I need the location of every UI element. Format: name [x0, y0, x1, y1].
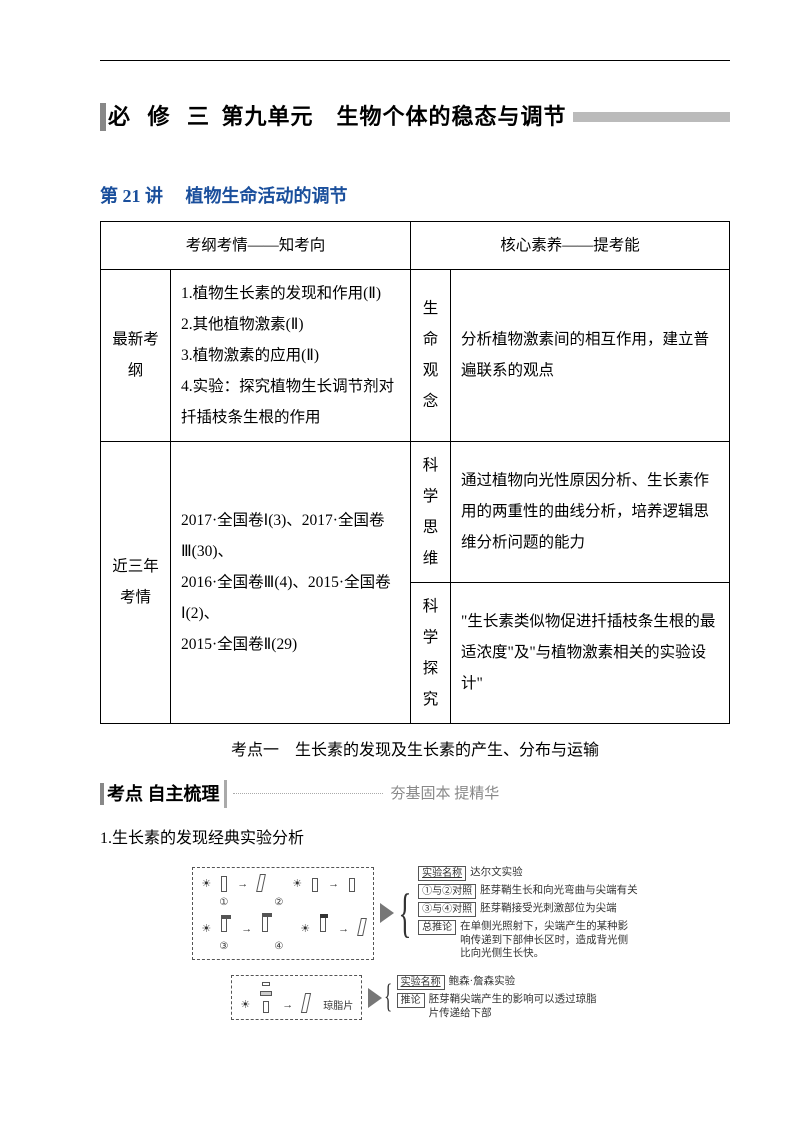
cell-sci-inquiry-label: 科学探究: [411, 582, 451, 723]
cell-syllabus-items: 1.植物生长素的发现和作用(Ⅱ) 2.其他植物激素(Ⅱ) 3.植物激素的应用(Ⅱ…: [171, 269, 411, 441]
compare-tag: ③与④对照: [418, 902, 476, 917]
seedling-capped-icon: [221, 915, 231, 936]
sun-icon: [292, 877, 302, 891]
section-header-line: [233, 793, 383, 794]
big-arrow-icon: [380, 903, 394, 923]
conclusion-tag: 总推论: [418, 920, 456, 935]
arrow-icon: [241, 922, 252, 936]
sun-icon: [300, 922, 310, 936]
labels-row: ①②: [201, 896, 365, 909]
arrow-icon: [338, 922, 349, 936]
brace-icon: {: [384, 982, 392, 1013]
syllabus-item: 1.植物生长素的发现和作用(Ⅱ): [181, 278, 400, 309]
seedling-capped-icon: [262, 913, 272, 936]
seedling-bent-icon: [256, 874, 266, 892]
compare-desc: 胚芽鞘接受光刺激部位为尖端: [480, 902, 617, 916]
result-line: ①与②对照 胚芽鞘生长和向光弯曲与尖端有关: [418, 884, 638, 899]
seedling-cut-icon: [312, 878, 318, 892]
cell-sci-thinking-label: 科学思维: [411, 441, 451, 582]
exp-row-top: [201, 874, 365, 892]
sun-icon: [201, 922, 211, 936]
agar-label: 琼脂片: [323, 1000, 353, 1013]
big-arrow-icon: [368, 988, 382, 1008]
result-line: 实验名称 达尔文实验: [418, 866, 638, 881]
exp-name-value: 达尔文实验: [470, 866, 523, 880]
results-column: 实验名称 达尔文实验 ①与②对照 胚芽鞘生长和向光弯曲与尖端有关 ③与④对照 胚…: [418, 866, 638, 961]
cell-recent-exams-label: 近三年考情: [101, 441, 171, 723]
conclusion-tag: 推论: [397, 993, 425, 1008]
top-rule: [100, 60, 730, 61]
lecture-number: 第 21 讲: [100, 186, 163, 206]
exp-name-tag: 实验名称: [418, 866, 466, 881]
conclusion-desc: 在单侧光照射下，尖端产生的某种影响传递到下部伸长区时，造成背光侧比向光侧生长快。: [460, 920, 630, 961]
cell-sci-inquiry-desc: "生长素类似物促进扦插枝条生根的最适浓度"及"与植物激素相关的实验设计": [451, 582, 730, 723]
table-row: 最新考纲 1.植物生长素的发现和作用(Ⅱ) 2.其他植物激素(Ⅱ) 3.植物激素…: [101, 269, 730, 441]
title-bar-left: [100, 103, 106, 131]
darwin-experiment-diagram: ①② ③④ { 实验名称 达尔文实验 ①与②对照 胚芽: [192, 866, 637, 961]
compare-tag: ①与②对照: [418, 884, 476, 899]
unit-title: 必 修 三 第九单元 生物个体的稳态与调节: [108, 99, 567, 134]
cell-sci-thinking-desc: 通过植物向光性原因分析、生长素作用的两重性的曲线分析，培养逻辑思维分析问题的能力: [451, 441, 730, 582]
lecture-name: 植物生命活动的调节: [186, 186, 348, 206]
experiment-box: 琼脂片: [231, 975, 362, 1019]
exp-row: 琼脂片: [240, 982, 353, 1012]
cell-life-concept-label: 生命观念: [411, 269, 451, 441]
result-line: 推论 胚芽鞘尖端产生的影响可以透过琼脂片传递给下部: [397, 993, 599, 1020]
experiment-box: ①② ③④: [192, 867, 374, 960]
syllabus-item: 3.植物激素的应用(Ⅱ): [181, 340, 400, 371]
seedling-agar-icon: [260, 982, 272, 1012]
topic-title: 考点一 生长素的发现及生长素的产生、分布与运输: [100, 738, 730, 764]
header-right: 核心素养——提考能: [411, 221, 730, 269]
seedling-shield-icon: [320, 914, 328, 936]
seedling-bent-icon: [357, 918, 367, 936]
table-row: 近三年考情 2017·全国卷Ⅰ(3)、2017·全国卷Ⅲ(30)、 2016·全…: [101, 441, 730, 582]
section-header-bar: [100, 783, 104, 805]
arrow-icon: [328, 877, 339, 891]
section-header-sub: 夯基固本 提精华: [391, 782, 500, 806]
cell-life-concept-desc: 分析植物激素间的相互作用，建立普遍联系的观点: [451, 269, 730, 441]
result-line: 实验名称 鲍森·詹森实验: [397, 975, 599, 990]
syllabus-table: 考纲考情——知考向 核心素养——提考能 最新考纲 1.植物生长素的发现和作用(Ⅱ…: [100, 221, 730, 724]
exp-row-bottom: [201, 913, 365, 936]
header-left: 考纲考情——知考向: [101, 221, 411, 269]
sun-icon: [201, 877, 211, 891]
arrow-icon: [237, 877, 248, 891]
cell-latest-syllabus: 最新考纲: [101, 269, 171, 441]
unit-title-row: 必 修 三 第九单元 生物个体的稳态与调节: [100, 99, 730, 134]
unit-main: 第九单元 生物个体的稳态与调节: [222, 104, 567, 129]
syllabus-item: 4.实验：探究植物生长调节剂对扦插枝条生根的作用: [181, 371, 400, 433]
brace-icon: {: [399, 889, 412, 938]
result-line: 总推论 在单侧光照射下，尖端产生的某种影响传递到下部伸长区时，造成背光侧比向光侧…: [418, 920, 638, 961]
exp-name-value: 鲍森·詹森实验: [449, 975, 516, 989]
section-header: 考点 自主梳理 夯基固本 提精华: [100, 780, 730, 809]
syllabus-item: 2.其他植物激素(Ⅱ): [181, 309, 400, 340]
boysen-jensen-diagram: 琼脂片 { 实验名称 鲍森·詹森实验 推论 胚芽鞘尖端产生的影响可以透过琼脂片传…: [231, 975, 598, 1020]
seedling-bent-icon: [301, 993, 311, 1013]
exp-name-tag: 实验名称: [397, 975, 445, 990]
lecture-title: 第 21 讲 植物生命活动的调节: [100, 182, 730, 211]
title-bar-right: [573, 112, 730, 122]
arrow-icon: [282, 998, 293, 1012]
result-line: ③与④对照 胚芽鞘接受光刺激部位为尖端: [418, 902, 638, 917]
compare-desc: 胚芽鞘生长和向光弯曲与尖端有关: [480, 884, 638, 898]
results-column: 实验名称 鲍森·詹森实验 推论 胚芽鞘尖端产生的影响可以透过琼脂片传递给下部: [397, 975, 599, 1020]
seedling-icon: [349, 878, 355, 892]
cell-recent-exams: 2017·全国卷Ⅰ(3)、2017·全国卷Ⅲ(30)、 2016·全国卷Ⅲ(4)…: [171, 441, 411, 723]
conclusion-desc: 胚芽鞘尖端产生的影响可以透过琼脂片传递给下部: [429, 993, 599, 1020]
table-header-row: 考纲考情——知考向 核心素养——提考能: [101, 221, 730, 269]
labels-row: ③④: [201, 940, 365, 953]
seedling-icon: [221, 876, 227, 892]
sun-icon: [240, 998, 250, 1012]
unit-prefix: 必 修 三: [108, 104, 215, 129]
diagram-area: ①② ③④ { 实验名称 达尔文实验 ①与②对照 胚芽: [100, 866, 730, 1020]
section-header-text: 考点 自主梳理: [107, 780, 227, 809]
item-1-title: 1.生长素的发现经典实验分析: [100, 826, 730, 852]
